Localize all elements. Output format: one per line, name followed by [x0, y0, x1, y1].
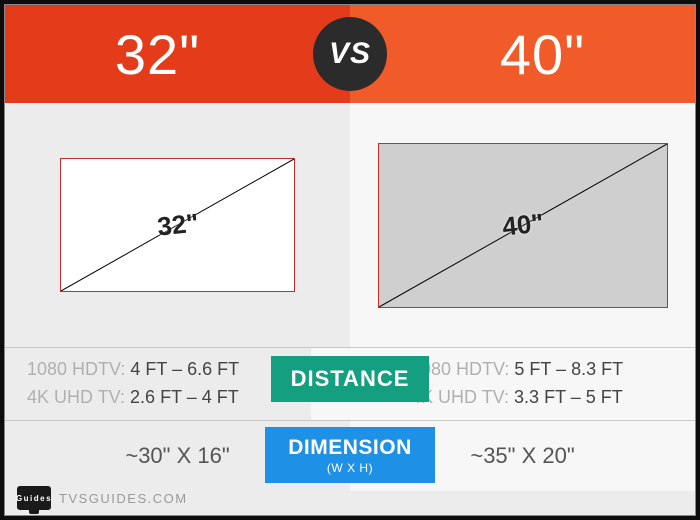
dimension-badge: DIMENSION (W X H): [265, 427, 435, 483]
header-size-right: 40": [350, 5, 695, 103]
hd-value: 5 FT – 8.3 FT: [514, 359, 623, 379]
infographic-container: 32" 40" VS 32" 40" 1080 HDTV: 4 FT – 6.6…: [4, 4, 696, 516]
hd-label: 1080 HDTV:: [27, 359, 125, 379]
uhd-label: 4K UHD TV:: [27, 387, 125, 407]
dimension-badge-sub: (W X H): [327, 461, 373, 475]
tv-diagram-row: 32" 40": [5, 103, 695, 348]
distance-row: 1080 HDTV: 4 FT – 6.6 FT 4K UHD TV: 2.6 …: [5, 348, 695, 421]
tv-panel-right: 40": [350, 103, 695, 347]
tv-panel-left: 32": [5, 103, 350, 347]
footer: Guides TVSGUIDES.COM: [17, 486, 188, 510]
tv-box-40: 40": [378, 143, 668, 308]
header-size-left: 32": [5, 5, 350, 103]
distance-badge: DISTANCE: [271, 356, 429, 402]
hd-value: 4 FT – 6.6 FT: [130, 359, 239, 379]
vs-badge: VS: [313, 17, 387, 91]
tv-box-32: 32": [60, 158, 295, 292]
tv-label-32: 32": [155, 207, 199, 242]
header: 32" 40" VS: [5, 5, 695, 103]
uhd-value: 2.6 FT – 4 FT: [130, 387, 239, 407]
tv-label-40: 40": [500, 207, 544, 242]
footer-site: TVSGUIDES.COM: [59, 491, 188, 506]
distance-cell-left: 1080 HDTV: 4 FT – 6.6 FT 4K UHD TV: 2.6 …: [5, 348, 311, 420]
uhd-value: 3.3 FT – 5 FT: [514, 387, 623, 407]
tv-logo-icon: Guides: [17, 486, 51, 510]
dimension-badge-title: DIMENSION: [288, 436, 412, 460]
dimension-row: ~30" X 16" ~35" X 20" DIMENSION (W X H): [5, 421, 695, 491]
